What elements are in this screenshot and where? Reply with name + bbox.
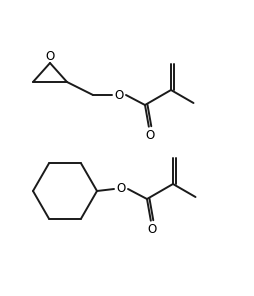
Text: O: O [45,49,55,62]
Text: O: O [114,89,124,102]
Text: O: O [145,129,154,142]
Text: O: O [147,223,156,236]
Text: O: O [116,183,126,195]
